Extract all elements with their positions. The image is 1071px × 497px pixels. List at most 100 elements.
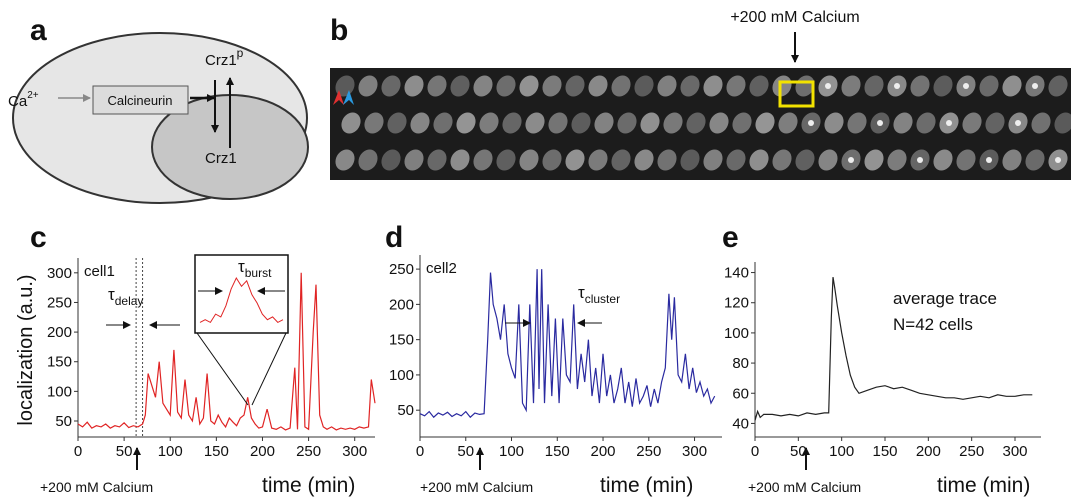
cell-blob (962, 112, 982, 134)
annotation: N=42 cells (893, 315, 973, 334)
highlight-box (778, 80, 815, 108)
nuclear-spot (946, 120, 952, 126)
cell-blob (404, 75, 424, 97)
panel-label: c (30, 221, 47, 254)
cell-blob (502, 112, 522, 134)
x-tick-label: 250 (636, 443, 661, 460)
x-tick-label: 150 (204, 443, 229, 460)
nuclear-spot (1032, 83, 1038, 89)
nuclear-spot (963, 83, 969, 89)
x-tick-label: 150 (545, 443, 570, 460)
x-tick-label: 250 (959, 443, 984, 460)
stimulus-label: +200 mM Calcium (420, 479, 533, 495)
x-tick-label: 50 (457, 443, 474, 460)
cell-blob (381, 149, 401, 171)
cell-blob (933, 75, 953, 97)
cell-blob (404, 149, 424, 171)
cell-blob (588, 149, 608, 171)
cell-blob (387, 112, 407, 134)
y-tick-label: 100 (724, 325, 749, 342)
x-tick-label: 0 (751, 443, 759, 460)
tau-cluster-symbol: τ (578, 283, 585, 302)
cell-blob (910, 75, 930, 97)
calcineurin-label: Calcineurin (107, 93, 172, 108)
y-tick-label: 140 (724, 265, 749, 282)
stimulus-label: +200 mM Calcium (40, 479, 153, 495)
cell-blob (450, 149, 470, 171)
cell-blob (686, 112, 706, 134)
crz1-label: Crz1 (205, 150, 237, 167)
cell-blob (335, 75, 355, 97)
cell-blob (335, 149, 355, 171)
cell-blob (634, 149, 654, 171)
image-annotation: +200 mM Calcium (730, 9, 859, 26)
trace (77, 272, 376, 431)
cell-blob (450, 75, 470, 97)
cell-blob (496, 149, 516, 171)
cell-blob (519, 75, 539, 97)
cell-blob (933, 149, 953, 171)
calcium-charge: 2+ (27, 90, 39, 101)
cell-blob (1054, 112, 1071, 134)
cell-blob (864, 149, 884, 171)
x-tick-label: 200 (250, 443, 275, 460)
cell-blob (864, 75, 884, 97)
cell-blob (427, 149, 447, 171)
stimulus-label: +200 mM Calcium (748, 479, 861, 495)
cell-blob (611, 149, 631, 171)
crz1p-label: Crz1p (205, 46, 244, 69)
nuclear-spot (894, 83, 900, 89)
zoom-line (196, 332, 249, 406)
cell-blob (427, 75, 447, 97)
cell-blob (1031, 112, 1051, 134)
x-tick-label: 0 (416, 443, 424, 460)
cell-blob (795, 149, 815, 171)
panel-label: d (385, 221, 403, 254)
y-tick-label: 50 (397, 402, 414, 419)
nuclear-spot (917, 157, 923, 163)
y-tick-label: 200 (47, 324, 72, 341)
cell-blob (634, 75, 654, 97)
cell-blob (565, 149, 585, 171)
nuclear-spot (1015, 120, 1021, 126)
cell-blob (726, 149, 746, 171)
y-tick-label: 150 (47, 354, 72, 371)
y-tick-label: 60 (732, 385, 749, 402)
y-tick-label: 250 (47, 294, 72, 311)
cell-blob (841, 75, 861, 97)
cell-blob (542, 149, 562, 171)
cell-blob (433, 112, 453, 134)
calcineurin-box (92, 85, 189, 115)
panel-label: b (330, 14, 348, 47)
cell-blob (341, 112, 361, 134)
tau-delay-symbol: τ (108, 285, 115, 304)
nuclear-spot (1055, 157, 1061, 163)
cell-blob (709, 112, 729, 134)
cell-blob (565, 75, 585, 97)
x-tick-label: 100 (829, 443, 854, 460)
panel-label: e (722, 221, 739, 254)
blue-arrowhead (343, 90, 354, 105)
cell-blob (726, 75, 746, 97)
xlabel: time (min) (937, 474, 1030, 497)
trace (419, 269, 716, 419)
cell-blob (456, 112, 476, 134)
cell-blob (732, 112, 752, 134)
x-tick-label: 0 (74, 443, 82, 460)
cell-blob (772, 149, 792, 171)
cell-blob (818, 149, 838, 171)
y-tick-label: 50 (55, 413, 72, 430)
cell-blob (473, 149, 493, 171)
cell-blob (1025, 149, 1045, 171)
cell-blob (479, 112, 499, 134)
cell-blob (594, 112, 614, 134)
y-tick-label: 120 (724, 295, 749, 312)
trace (754, 277, 1033, 421)
cell-blob (519, 149, 539, 171)
y-tick-label: 80 (732, 355, 749, 372)
x-tick-label: 300 (682, 443, 707, 460)
cell-blob (985, 112, 1005, 134)
nuclear-spot (808, 120, 814, 126)
inset-trace (199, 276, 284, 324)
